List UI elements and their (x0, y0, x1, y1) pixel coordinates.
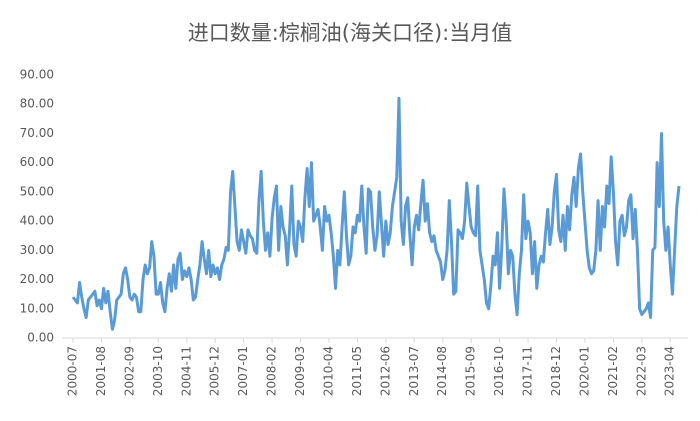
x-tick-label: 2013-07 (407, 346, 421, 396)
chart-title: 进口数量:棕榈油(海关口径):当月值 (188, 21, 513, 45)
data-line (71, 96, 681, 331)
x-tick-label: 2020-01 (577, 346, 591, 396)
y-tick-label: 90.00 (20, 68, 54, 82)
y-tick-label: 70.00 (20, 126, 54, 140)
y-tick-label: 80.00 (20, 97, 54, 111)
y-tick-label: 20.00 (20, 272, 54, 286)
x-tick-label: 2021-02 (606, 346, 620, 396)
x-tick-label: 2022-03 (634, 346, 648, 396)
x-tick-label: 2015-09 (464, 346, 478, 396)
y-tick-label: 30.00 (20, 243, 54, 257)
x-tick-label: 2004-11 (179, 346, 193, 396)
x-tick-label: 2005-12 (208, 346, 222, 396)
x-tick-label: 2002-09 (122, 346, 136, 396)
x-tick-label: 2009-03 (293, 346, 307, 396)
y-tick-label: 10.00 (20, 301, 54, 315)
x-tick-label: 2016-10 (492, 346, 506, 396)
x-tick-label: 2018-12 (549, 346, 563, 396)
x-tick-label: 2014-08 (435, 346, 449, 396)
x-tick-label: 2010-04 (321, 346, 335, 396)
x-tick-label: 2007-01 (236, 346, 250, 396)
x-tick-label: 2023-04 (663, 346, 677, 396)
x-tick-label: 2011-05 (350, 346, 364, 396)
x-tick-label: 2012-06 (378, 346, 392, 396)
y-tick-label: 50.00 (20, 184, 54, 198)
x-tick-label: 2003-10 (151, 346, 165, 396)
y-tick-label: 60.00 (20, 155, 54, 169)
x-tick-label: 2000-07 (66, 346, 80, 396)
x-tick-label: 2017-11 (521, 346, 535, 396)
y-tick-label: 40.00 (20, 214, 54, 228)
x-tick-label: 2008-02 (265, 346, 279, 396)
x-tick-label: 2001-08 (94, 346, 108, 396)
y-tick-label: 0.00 (27, 331, 54, 345)
